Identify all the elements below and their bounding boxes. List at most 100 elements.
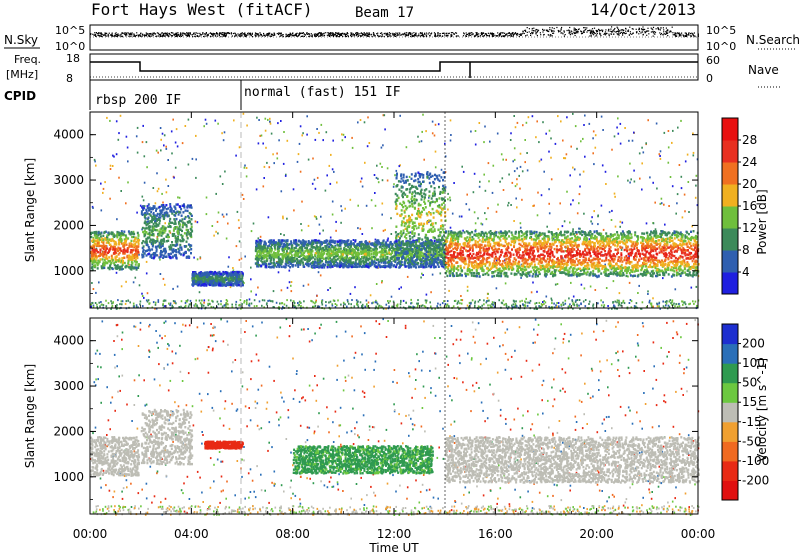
scatter-mark — [505, 158, 507, 161]
scatter-mark — [109, 119, 111, 122]
echo-mark — [190, 252, 192, 255]
ground-mark — [613, 305, 615, 307]
nsky-point — [187, 35, 189, 37]
scatter-mark — [641, 146, 643, 149]
ground-mark — [375, 301, 378, 304]
scatter-mark — [313, 178, 316, 181]
echo-mark — [232, 284, 235, 287]
nsky-point — [518, 33, 520, 36]
scatter-mark — [519, 165, 522, 168]
echo-mark — [175, 255, 178, 258]
scatter-mark — [588, 238, 591, 241]
echo-mark — [239, 273, 242, 276]
echo-mark — [224, 279, 226, 282]
nsky-point — [193, 32, 195, 34]
ground-mark — [445, 305, 448, 308]
nsky-point — [651, 28, 653, 30]
echo-mark — [98, 244, 101, 248]
scatter-mark — [569, 174, 571, 177]
echo-mark — [177, 235, 179, 239]
ground-mark — [408, 305, 410, 308]
echo-mark — [137, 250, 140, 254]
scatter-mark — [680, 119, 682, 122]
scatter-mark — [692, 154, 695, 157]
nsky-point — [488, 35, 490, 37]
scatter-mark — [264, 117, 267, 120]
scatter-mark — [243, 282, 245, 284]
echo-mark — [168, 230, 171, 233]
echo-mark — [167, 234, 170, 237]
nsky-point — [204, 35, 206, 37]
scatter-mark — [591, 222, 594, 225]
scatter-mark — [171, 152, 173, 155]
nsky-point — [499, 35, 501, 37]
nsky-point — [524, 29, 526, 32]
scatter-mark — [582, 170, 585, 173]
nsky-point — [418, 35, 420, 37]
nsky-point — [595, 35, 597, 37]
nsky-point — [231, 35, 233, 37]
echo-mark — [145, 237, 148, 241]
echo-mark — [169, 217, 172, 221]
nsky-point — [688, 33, 690, 35]
scatter-mark — [282, 162, 285, 165]
nsky-point — [465, 35, 468, 37]
scatter-mark — [115, 153, 118, 156]
nsky-point — [553, 27, 555, 30]
nsky-point — [111, 34, 113, 36]
echo-mark — [181, 236, 184, 239]
echo-mark — [241, 280, 244, 283]
echo-mark — [178, 252, 181, 255]
ground-mark — [457, 301, 459, 304]
nsky-point — [271, 35, 273, 37]
scatter-mark — [572, 112, 574, 115]
echo-mark — [92, 261, 95, 264]
nsky-point — [618, 30, 620, 32]
nsky-point — [575, 29, 577, 31]
scatter-mark — [654, 228, 657, 231]
echo-mark — [202, 273, 204, 277]
echo-mark — [175, 203, 178, 206]
echo-mark — [144, 233, 147, 237]
ground-mark — [139, 303, 141, 306]
ground-mark — [312, 301, 315, 304]
scatter-mark — [538, 160, 541, 163]
scatter-mark — [488, 180, 490, 183]
echo-mark — [426, 258, 429, 261]
echo-mark — [104, 238, 107, 241]
nsky-point — [499, 32, 501, 34]
echo-mark — [155, 219, 158, 222]
scatter-mark — [617, 175, 619, 178]
scatter-mark — [100, 182, 102, 185]
scatter-mark — [417, 207, 420, 210]
scatter-mark — [437, 123, 440, 126]
scatter-mark — [462, 170, 465, 173]
nsky-point — [533, 30, 535, 32]
nsky-point — [223, 34, 225, 36]
ground-mark — [163, 299, 165, 302]
echo-mark — [166, 215, 169, 218]
scatter-mark — [557, 228, 559, 231]
nsky-point — [273, 33, 276, 35]
scatter-mark — [319, 274, 322, 277]
echo-mark — [213, 284, 216, 287]
ground-mark — [331, 304, 334, 307]
echo-mark — [97, 262, 100, 265]
echo-mark — [111, 267, 114, 271]
echo-mark — [273, 251, 275, 254]
nsky-point — [474, 35, 477, 37]
nsky-point — [512, 35, 514, 38]
nsky-point — [129, 33, 131, 35]
echo-mark — [352, 251, 355, 255]
scatter-mark — [386, 167, 389, 170]
scatter-mark — [118, 176, 120, 179]
scatter-mark — [374, 204, 377, 207]
nsky-point — [373, 34, 375, 36]
ground-mark — [273, 306, 275, 309]
nsky-point — [353, 35, 355, 37]
nsky-point — [650, 31, 652, 33]
echo-mark — [148, 213, 151, 216]
nsky-point — [149, 33, 151, 35]
ground-mark — [592, 304, 594, 307]
scatter-mark — [194, 220, 197, 223]
